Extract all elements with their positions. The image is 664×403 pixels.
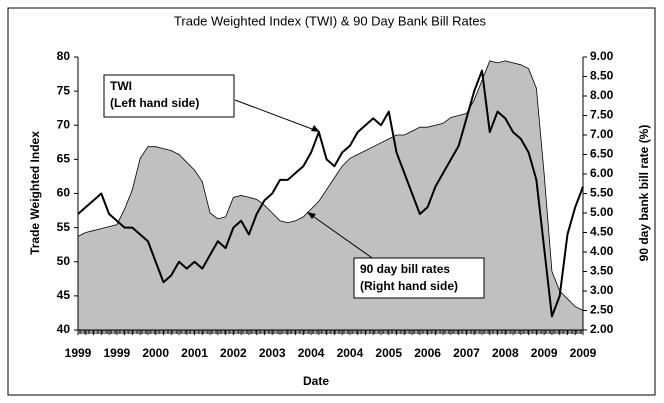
y2-tick-label: 3.50 bbox=[590, 264, 614, 278]
chart-title: Trade Weighted Index (TWI) & 90 Day Bank… bbox=[174, 13, 487, 28]
y-tick-label: 60 bbox=[57, 186, 71, 200]
y-tick-label: 75 bbox=[57, 83, 71, 97]
arrow bbox=[306, 211, 376, 261]
y-axis-label: Trade Weighted Index bbox=[28, 131, 42, 255]
y2-tick-label: 7.00 bbox=[590, 127, 614, 141]
y2-tick-label: 7.50 bbox=[590, 108, 614, 122]
y2-tick-label: 4.00 bbox=[590, 244, 614, 258]
y-tick-label: 70 bbox=[57, 117, 71, 131]
annotation: (Left hand side) bbox=[110, 96, 199, 110]
line bbox=[77, 69, 584, 318]
y2-tick-label: 6.50 bbox=[590, 147, 614, 161]
y2-tick-label: 4.50 bbox=[590, 225, 614, 239]
annotations: TWI (Left hand side) 90 day bill rates (… bbox=[103, 74, 485, 299]
x-tick-label: 2007 bbox=[453, 346, 480, 360]
y-tick-label: 50 bbox=[57, 254, 71, 268]
x-tick-label: 2009 bbox=[531, 346, 558, 360]
x-tick-label: 2006 bbox=[414, 346, 441, 360]
y-tick-label: 45 bbox=[57, 288, 71, 302]
arrow-head bbox=[311, 125, 320, 132]
x-tick-label: 2000 bbox=[142, 346, 169, 360]
y2-tick-label: 6.00 bbox=[590, 166, 614, 180]
y2-tick-label: 5.50 bbox=[590, 186, 614, 200]
x-tick-label: 2004 bbox=[337, 346, 364, 360]
y2-tick-label: 8.00 bbox=[590, 88, 614, 102]
x-tick-label: 2009 bbox=[570, 346, 597, 360]
y2-tick-label: 2.50 bbox=[590, 303, 614, 317]
y2-tick-label: 9.00 bbox=[590, 49, 614, 63]
y2-tick-label: 2.00 bbox=[590, 322, 614, 336]
y-tick-label: 65 bbox=[57, 152, 71, 166]
y-tick-label: 80 bbox=[57, 49, 71, 63]
x-tick-label: 1999 bbox=[103, 346, 130, 360]
x-axis-label: Date bbox=[303, 374, 329, 388]
x-tick-label: 1999 bbox=[65, 346, 92, 360]
y-tick-label: 55 bbox=[57, 220, 71, 234]
y2-tick-label: 3.00 bbox=[590, 283, 614, 297]
annotation: (Right hand side) bbox=[360, 279, 458, 293]
y-tick-label: 40 bbox=[57, 322, 71, 336]
annotation-box bbox=[103, 74, 235, 118]
frame bbox=[7, 7, 656, 396]
annotation-box bbox=[353, 257, 485, 299]
y2-tick-label: 5.00 bbox=[590, 205, 614, 219]
x-tick-label: 2004 bbox=[298, 346, 325, 360]
annotation: 90 day bill rates bbox=[360, 262, 450, 276]
y2-tick-label: 8.50 bbox=[590, 69, 614, 83]
annotation: TWI bbox=[110, 79, 132, 93]
x-tick-label: 2008 bbox=[492, 346, 519, 360]
x-tick-label: 2005 bbox=[375, 346, 402, 360]
x-tick-label: 2003 bbox=[259, 346, 286, 360]
x-tick-label: 2001 bbox=[181, 346, 208, 360]
x-tick-label: 2002 bbox=[220, 346, 247, 360]
arrow-head bbox=[307, 212, 316, 219]
arrow bbox=[234, 99, 321, 133]
y2-axis-label: 90 day bank bill rate (%) bbox=[637, 125, 651, 262]
